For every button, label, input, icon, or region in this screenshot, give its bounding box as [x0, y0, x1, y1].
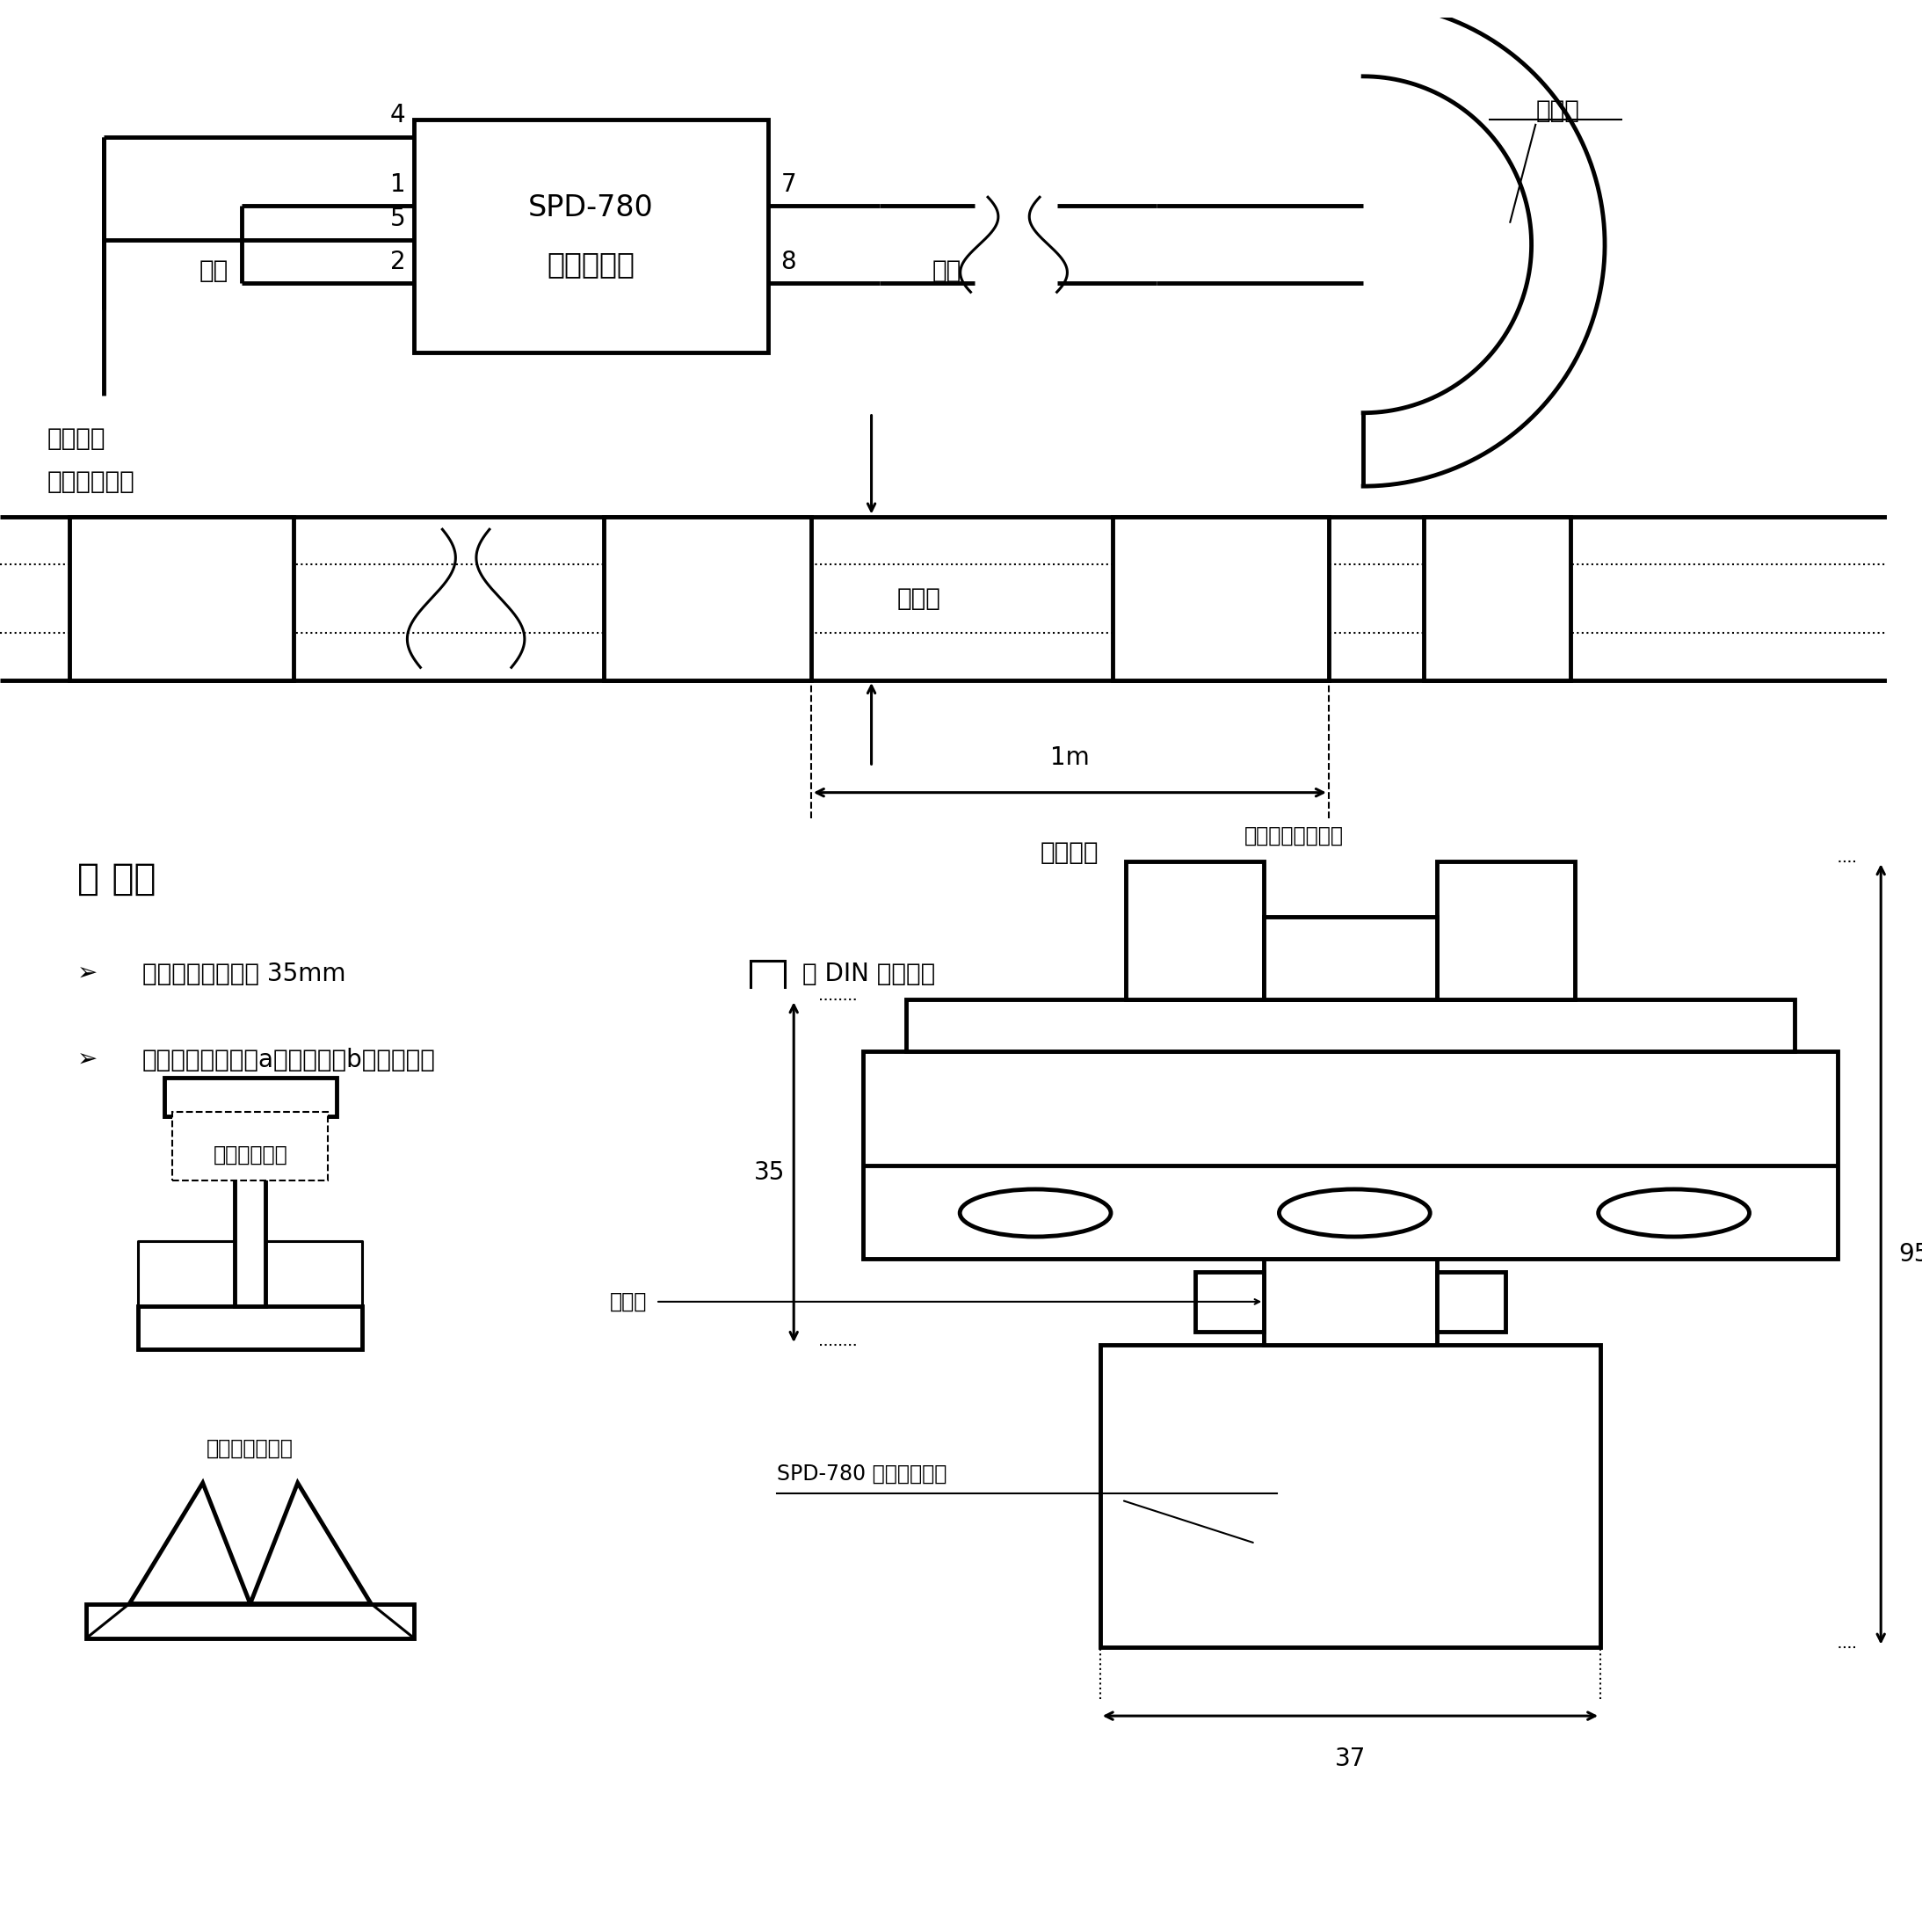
Text: 检测线: 检测线 [898, 585, 942, 611]
Text: 安 装：: 安 装： [77, 860, 156, 896]
Text: 8: 8 [780, 249, 796, 274]
Text: 水浸适配器: 水浸适配器 [548, 249, 634, 278]
Polygon shape [250, 1484, 371, 1604]
Text: 电源: 电源 [200, 259, 229, 282]
Text: 1: 1 [390, 172, 406, 197]
Text: 1m: 1m [1049, 746, 1090, 771]
Text: 型 DIN 导轨槽。: 型 DIN 导轨槽。 [801, 962, 936, 985]
Text: ➢: ➢ [77, 962, 98, 985]
Text: 95: 95 [1899, 1242, 1922, 1267]
Text: 检测线安装方式：a、安装夹；b、双面胶夹: 检测线安装方式：a、安装夹；b、双面胶夹 [142, 1047, 436, 1072]
Bar [138, 1306, 363, 1349]
Bar [1265, 918, 1436, 999]
Bar [173, 1111, 329, 1180]
Text: 2: 2 [390, 249, 406, 274]
Bar [1099, 1345, 1601, 1646]
Text: 适配器固定在标准 35mm: 适配器固定在标准 35mm [142, 962, 361, 985]
Bar [1126, 862, 1265, 999]
Bar [604, 516, 811, 680]
Text: 导轨槽: 导轨槽 [609, 1291, 648, 1312]
Text: 开关量输入端: 开关量输入端 [48, 469, 135, 495]
Text: 信号线: 信号线 [1536, 99, 1580, 124]
Bar [1436, 862, 1574, 999]
Bar [1436, 1271, 1505, 1331]
Polygon shape [129, 1484, 250, 1604]
Text: 安装夹示意图: 安装夹示意图 [213, 1144, 288, 1165]
Ellipse shape [1599, 1190, 1749, 1236]
Text: ➢: ➢ [77, 1047, 98, 1072]
Bar [1195, 1271, 1265, 1331]
Text: 连接主机: 连接主机 [48, 427, 106, 450]
Bar [905, 999, 1795, 1051]
Bar [86, 1604, 413, 1638]
Bar [1424, 516, 1570, 680]
Bar [1113, 516, 1328, 680]
Text: 输入: 输入 [932, 259, 961, 282]
Text: 双面胶夹示意图: 双面胶夹示意图 [208, 1437, 294, 1459]
Text: 适配器安装示意图: 适配器安装示意图 [1245, 825, 1343, 846]
Text: 5: 5 [390, 207, 406, 232]
Ellipse shape [1278, 1190, 1430, 1236]
Text: 标准配置: 标准配置 [1040, 840, 1099, 866]
Bar [163, 1078, 336, 1117]
Bar [69, 516, 294, 680]
Text: 37: 37 [1334, 1747, 1367, 1772]
Bar [413, 120, 769, 352]
Text: 4: 4 [390, 102, 406, 128]
Bar [234, 1117, 265, 1306]
Bar [863, 1051, 1837, 1258]
Text: SPD-780 水浸适配器底: SPD-780 水浸适配器底 [776, 1464, 946, 1486]
Text: 7: 7 [780, 172, 796, 197]
Text: SPD-780: SPD-780 [529, 193, 653, 222]
Bar [1265, 1258, 1436, 1345]
Ellipse shape [959, 1190, 1111, 1236]
Text: 35: 35 [753, 1159, 786, 1184]
